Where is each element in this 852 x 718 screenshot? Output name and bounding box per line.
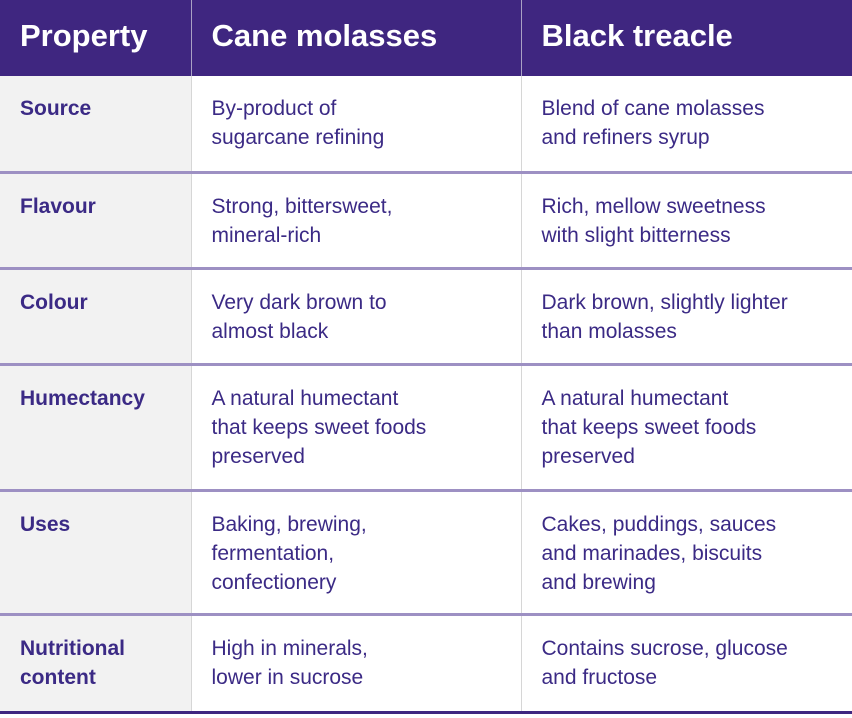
cell-text-line: that keeps sweet foods: [541, 415, 757, 439]
table-row-nutritional-content: Nutritional content High in minerals, lo…: [0, 612, 852, 714]
cell-text-line: Blend of cane molasses: [541, 97, 765, 120]
cell-text-line: that keeps sweet foods: [211, 415, 427, 439]
cane-molasses-cell: A natural humectant that keeps sweet foo…: [190, 362, 521, 490]
table-header: Property Cane molasses Black treacle: [0, 0, 852, 76]
cell-text-line: almost black: [211, 319, 329, 343]
cell-text-line: and brewing: [541, 570, 656, 594]
cell-text-line: Rich, mellow sweetness: [541, 194, 766, 218]
property-cell: Humectancy: [0, 362, 191, 490]
cell-text-line: fermentation,: [211, 541, 335, 565]
property-label: Flavour: [20, 194, 96, 218]
table-row-humectancy: Humectancy A natural humectant that keep…: [0, 362, 852, 490]
table-body: Source By-product of sugarcane refining …: [0, 76, 852, 714]
cell-text-line: Dark brown, slightly lighter: [541, 290, 788, 314]
property-label: content: [20, 665, 96, 689]
property-cell: Nutritional content: [0, 612, 191, 714]
black-treacle-cell: Blend of cane molasses and refiners syru…: [520, 76, 852, 172]
cell-text-line: Very dark brown to: [211, 290, 387, 314]
property-cell: Flavour: [0, 170, 191, 268]
cane-molasses-cell: Very dark brown to almost black: [190, 266, 521, 364]
table-row-uses: Uses Baking, brewing, fermentation, conf…: [0, 488, 852, 614]
cell-text-line: than molasses: [541, 319, 677, 343]
cell-text-line: and fructose: [541, 665, 658, 689]
header-black-treacle: Black treacle: [520, 0, 852, 76]
header-property: Property: [0, 0, 191, 76]
cell-text-line: preserved: [541, 444, 635, 468]
property-cell: Uses: [0, 488, 191, 614]
cane-molasses-cell: By-product of sugarcane refining: [190, 76, 521, 172]
property-label: Nutritional: [20, 636, 125, 660]
cell-text-line: sugarcane refining: [211, 126, 385, 149]
cell-text-line: mineral-rich: [211, 223, 322, 247]
property-label: Colour: [20, 290, 88, 314]
cane-molasses-cell: Baking, brewing, fermentation, confectio…: [190, 488, 521, 614]
cell-text-line: with slight bitterness: [541, 223, 731, 247]
cell-text-line: A natural humectant: [211, 386, 399, 410]
cell-text-line: preserved: [211, 444, 305, 468]
cell-text-line: and marinades, biscuits: [541, 541, 763, 565]
cell-text-line: Baking, brewing,: [211, 512, 367, 536]
cell-text-line: lower in sucrose: [211, 665, 364, 689]
property-label: Humectancy: [20, 386, 145, 410]
header-cane-molasses: Cane molasses: [190, 0, 521, 76]
property-label: Uses: [20, 512, 71, 536]
cell-text-line: By-product of: [211, 97, 337, 120]
cane-molasses-cell: High in minerals, lower in sucrose: [190, 612, 521, 714]
property-cell: Colour: [0, 266, 191, 364]
table-row-colour: Colour Very dark brown to almost black D…: [0, 266, 852, 364]
cell-text-line: confectionery: [211, 570, 337, 594]
cane-molasses-cell: Strong, bittersweet, mineral-rich: [190, 170, 521, 268]
property-label: Source: [20, 97, 92, 120]
header-row: Property Cane molasses Black treacle: [0, 0, 852, 76]
black-treacle-cell: Dark brown, slightly lighter than molass…: [520, 266, 852, 364]
table-row-source: Source By-product of sugarcane refining …: [0, 76, 852, 172]
table-row-flavour: Flavour Strong, bittersweet, mineral-ric…: [0, 170, 852, 268]
cell-text-line: Strong, bittersweet,: [211, 194, 393, 218]
black-treacle-cell: A natural humectant that keeps sweet foo…: [520, 362, 852, 490]
cell-text-line: High in minerals,: [211, 636, 368, 660]
cell-text-line: and refiners syrup: [541, 126, 710, 149]
black-treacle-cell: Contains sucrose, glucose and fructose: [520, 612, 852, 714]
black-treacle-cell: Rich, mellow sweetness with slight bitte…: [520, 170, 852, 268]
cell-text-line: Cakes, puddings, sauces: [541, 512, 777, 536]
cell-text-line: A natural humectant: [541, 386, 729, 410]
property-cell: Source: [0, 76, 191, 172]
cell-text-line: Contains sucrose, glucose: [541, 636, 788, 660]
black-treacle-cell: Cakes, puddings, sauces and marinades, b…: [520, 488, 852, 614]
